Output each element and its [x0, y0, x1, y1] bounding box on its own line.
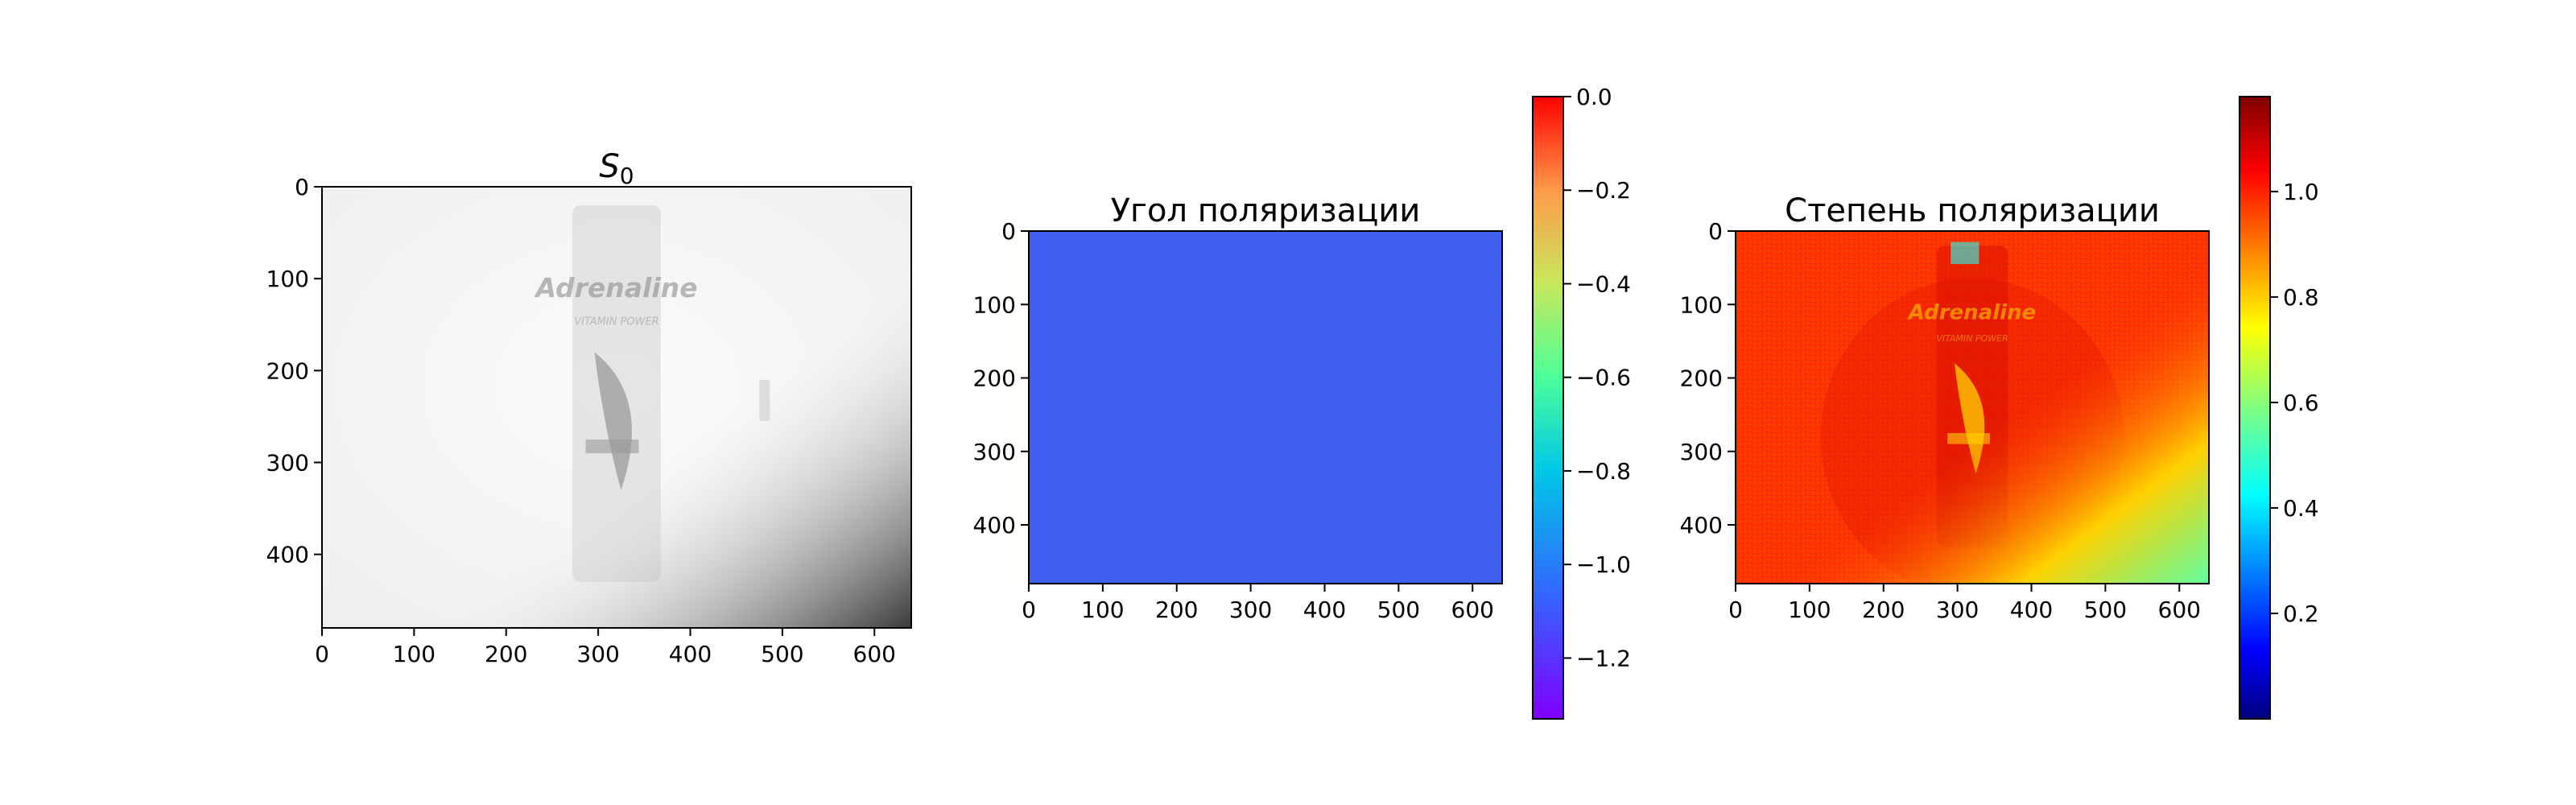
x-tick-label: 600	[2158, 597, 2201, 623]
panel-polarization-angle: Угол поляризации 0 100 200 300 400 500 600 0 10…	[973, 84, 1631, 720]
angle-x-ticks: 0 100 200 300 400 500 600	[1022, 584, 1494, 623]
y-tick-label: 0	[1708, 218, 1723, 245]
y-tick-label: 100	[1680, 291, 1723, 318]
y-tick-label: 300	[1680, 439, 1723, 465]
degree-bright-corner	[1736, 231, 2209, 584]
s0-title: S0	[599, 148, 634, 189]
degree-x-ticks: 0 100 200 300 400 500 600	[1728, 584, 2201, 623]
s0-image: AdrenalineVITAMIN POWER	[322, 187, 911, 628]
colorbar-tick-label: −1.0	[1576, 551, 1631, 578]
y-tick-label: 300	[266, 450, 309, 477]
x-tick-label: 400	[2010, 597, 2053, 623]
colorbar-tick-label: 0.8	[2283, 284, 2319, 311]
angle-colorbar: 0.0 −0.2 −0.4 −0.6 −0.8 −1.0 −1.2	[1532, 84, 1631, 720]
panel-s0: AdrenalineVITAMIN POWER S0 0100200300400…	[266, 148, 912, 667]
colorbar-tick-label: −0.6	[1576, 365, 1631, 391]
x-tick-label: 600	[853, 641, 896, 667]
y-tick-label: 400	[266, 542, 309, 568]
colorbar-tick-label: 1.0	[2283, 179, 2319, 205]
title-subscript: 0	[620, 163, 634, 189]
s0-y-ticks: 0 100 200 300 400	[266, 174, 322, 568]
degree-title: Степень поляризации	[1785, 192, 2160, 229]
s0-dark-corner	[322, 187, 911, 628]
colorbar-frame	[2239, 96, 2271, 720]
degree-image: AdrenalineVITAMIN POWER	[1736, 231, 2209, 584]
x-tick-label: 500	[2084, 597, 2127, 623]
x-tick-label: 400	[1303, 597, 1346, 623]
x-tick-label: 600	[1451, 597, 1494, 623]
colorbar-tick-label: 0.0	[1576, 84, 1612, 110]
colorbar-gradient	[2240, 97, 2270, 719]
x-tick-label: 0	[1022, 597, 1036, 623]
colorbar-tick-label: 0.2	[2283, 601, 2319, 627]
y-tick-label: 100	[266, 266, 309, 292]
y-tick-label: 200	[1680, 365, 1723, 392]
title-main: S	[599, 148, 619, 185]
y-tick-label: 300	[973, 439, 1016, 465]
s0-axes-frame	[321, 186, 912, 629]
colorbar-tick-label: −0.4	[1576, 270, 1631, 297]
x-tick-label: 200	[1862, 597, 1905, 623]
y-tick-label: 200	[973, 365, 1016, 392]
x-tick-label: 100	[393, 641, 436, 667]
x-tick-label: 0	[315, 641, 329, 667]
angle-axes-frame	[1028, 230, 1503, 584]
x-tick-label: 200	[1155, 597, 1198, 623]
y-tick-label: 100	[973, 291, 1016, 318]
colorbar-tick-label: 0.6	[2283, 390, 2319, 416]
x-tick-label: 300	[576, 641, 619, 667]
colorbar-gradient	[1533, 97, 1563, 719]
y-tick-label: 400	[1680, 512, 1723, 539]
angle-title: Угол поляризации	[1111, 192, 1421, 229]
y-tick-label: 0	[295, 174, 309, 200]
s0-x-ticks: 0 100 200 300 400 500 600	[315, 628, 896, 667]
colorbar-tick-label: −0.2	[1576, 177, 1631, 204]
x-tick-label: 100	[1081, 597, 1124, 623]
x-tick-label: 500	[1377, 597, 1420, 623]
degree-y-ticks: 0 100 200 300 400	[1680, 218, 1736, 539]
y-tick-label: 0	[1001, 218, 1016, 245]
angle-y-ticks: 0 100 200 300 400	[973, 218, 1029, 539]
colorbar-frame	[1532, 96, 1564, 720]
angle-image	[1029, 231, 1502, 584]
x-tick-label: 100	[1788, 597, 1831, 623]
colorbar-tick-label: −1.2	[1576, 645, 1631, 671]
x-tick-label: 400	[669, 641, 712, 667]
degree-colorbar: 0.2 0.4 0.6 0.8 1.0	[2239, 96, 2319, 720]
panel-polarization-degree: AdrenalineVITAMIN POWER Степень поляриза…	[1680, 96, 2319, 720]
y-tick-label: 400	[973, 512, 1016, 539]
y-tick-label: 200	[266, 357, 309, 384]
colorbar-tick-label: 0.4	[2283, 495, 2319, 522]
angle-field	[1029, 231, 1502, 584]
x-tick-label: 300	[1229, 597, 1272, 623]
x-tick-label: 300	[1936, 597, 1979, 623]
degree-axes-frame	[1735, 230, 2210, 584]
x-tick-label: 0	[1728, 597, 1743, 623]
colorbar-tick-label: −0.8	[1576, 458, 1631, 485]
x-tick-label: 500	[761, 641, 803, 667]
x-tick-label: 200	[485, 641, 527, 667]
